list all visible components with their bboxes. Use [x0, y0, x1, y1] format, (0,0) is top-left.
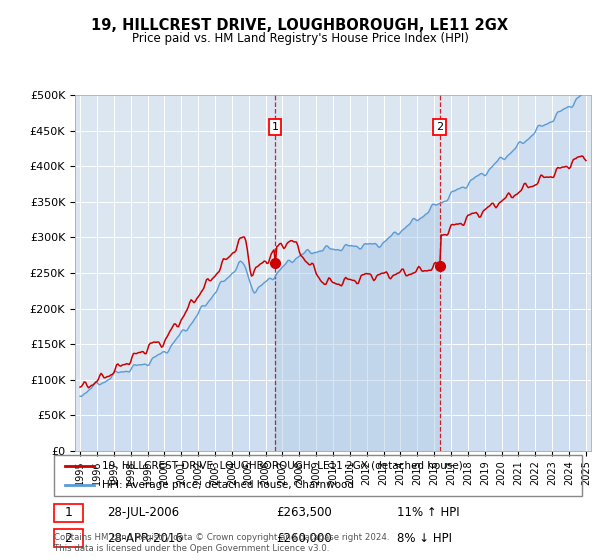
Text: 19, HILLCREST DRIVE, LOUGHBOROUGH, LE11 2GX: 19, HILLCREST DRIVE, LOUGHBOROUGH, LE11 … — [91, 18, 509, 33]
Text: 1: 1 — [65, 506, 73, 520]
Text: 8% ↓ HPI: 8% ↓ HPI — [397, 531, 452, 545]
Text: Contains HM Land Registry data © Crown copyright and database right 2024.
This d: Contains HM Land Registry data © Crown c… — [54, 533, 389, 553]
Text: £263,500: £263,500 — [276, 506, 332, 520]
Text: £260,000: £260,000 — [276, 531, 332, 545]
Text: 19, HILLCREST DRIVE, LOUGHBOROUGH, LE11 2GX (detached house): 19, HILLCREST DRIVE, LOUGHBOROUGH, LE11 … — [101, 461, 462, 471]
Text: 2: 2 — [65, 531, 73, 545]
Text: 2: 2 — [436, 122, 443, 132]
Text: 28-APR-2016: 28-APR-2016 — [107, 531, 182, 545]
Text: HPI: Average price, detached house, Charnwood: HPI: Average price, detached house, Char… — [101, 479, 353, 489]
FancyBboxPatch shape — [54, 503, 83, 522]
Text: 1: 1 — [272, 122, 278, 132]
Text: 11% ↑ HPI: 11% ↑ HPI — [397, 506, 460, 520]
FancyBboxPatch shape — [54, 529, 83, 548]
Text: Price paid vs. HM Land Registry's House Price Index (HPI): Price paid vs. HM Land Registry's House … — [131, 32, 469, 45]
Text: 28-JUL-2006: 28-JUL-2006 — [107, 506, 179, 520]
